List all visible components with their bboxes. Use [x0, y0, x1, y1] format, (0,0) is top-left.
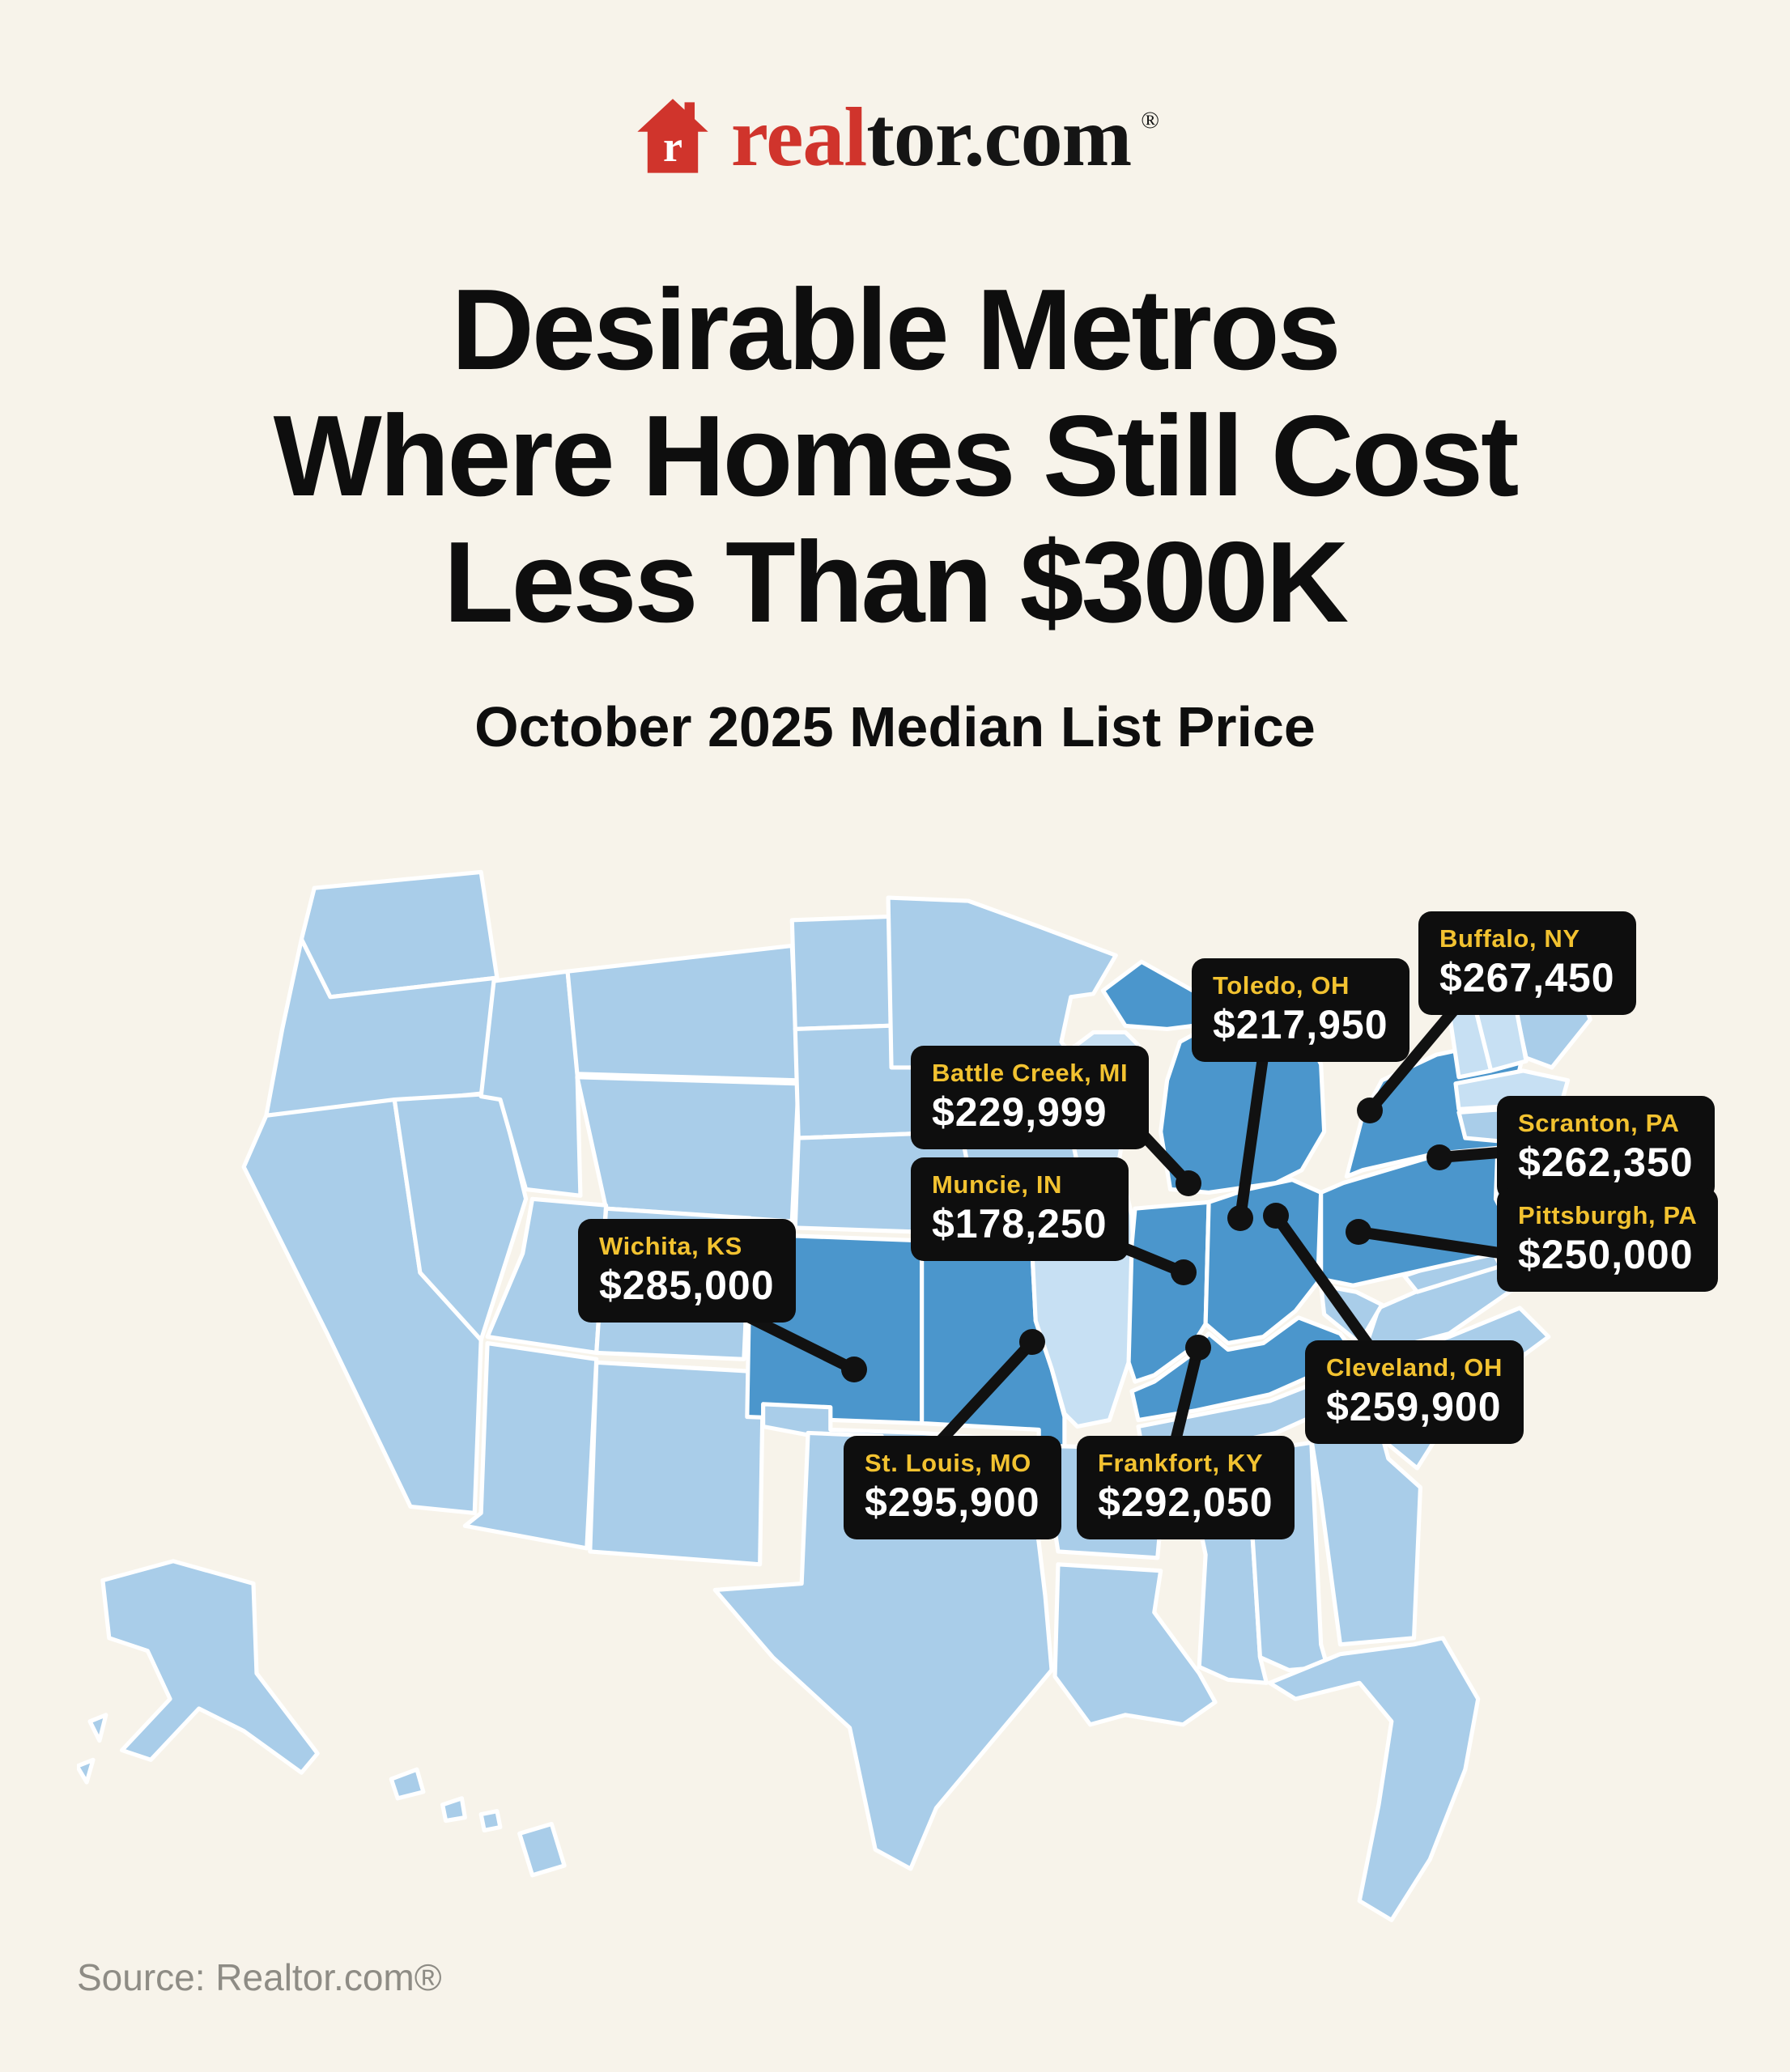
callout-wichita: Wichita, KS $285,000 — [578, 1219, 796, 1323]
state-ak-island-1 — [87, 1713, 108, 1743]
callout-frankfort: Frankfort, KY $292,050 — [1077, 1436, 1295, 1539]
callout-city: Cleveland, OH — [1326, 1353, 1503, 1382]
callout-city: Frankfort, KY — [1098, 1449, 1264, 1477]
callout-price: $250,000 — [1518, 1232, 1694, 1277]
wordmark-suffix: tor.com — [866, 91, 1132, 184]
title-line-1: Desirable Metros — [451, 265, 1341, 394]
registered-mark: ® — [1141, 107, 1160, 134]
title-line-2: Where Homes Still Cost — [273, 392, 1520, 521]
page-title: Desirable Metros Where Homes Still Cost … — [0, 265, 1790, 648]
callout-cleveland: Cleveland, OH $259,900 — [1305, 1340, 1524, 1444]
state-az — [462, 1340, 599, 1551]
realtor-house-icon: r — [637, 99, 708, 173]
callout-price: $217,950 — [1213, 1002, 1388, 1047]
callout-scranton: Scranton, PA $262,350 — [1497, 1096, 1715, 1199]
callout-price: $267,450 — [1439, 955, 1615, 1000]
state-mt — [565, 943, 801, 1083]
callout-muncie: Muncie, IN $178,250 — [911, 1157, 1129, 1261]
callout-city: Scranton, PA — [1518, 1109, 1680, 1137]
state-hi-big-island — [517, 1821, 567, 1878]
state-wa — [299, 869, 500, 1000]
callout-city: Toledo, OH — [1213, 971, 1350, 1000]
callout-city: Wichita, KS — [599, 1232, 742, 1260]
callout-buffalo: Buffalo, NY $267,450 — [1418, 911, 1636, 1015]
state-la — [1052, 1562, 1218, 1727]
callout-price: $262,350 — [1518, 1140, 1694, 1185]
state-hi-oahu — [440, 1796, 467, 1824]
callout-pittsburgh: Pittsburgh, PA $250,000 — [1497, 1188, 1719, 1292]
state-ak-island-2 — [77, 1757, 96, 1785]
realtor-logo: r realtor.com ® — [0, 96, 1790, 180]
callout-city: St. Louis, MO — [865, 1449, 1031, 1477]
callout-city: Muncie, IN — [932, 1170, 1063, 1199]
state-ut — [485, 1196, 609, 1355]
state-nm — [588, 1360, 766, 1567]
source-attribution: Source: Realtor.com® — [77, 1956, 442, 1998]
state-hi-maui — [478, 1809, 503, 1833]
wordmark-prefix: real — [730, 91, 867, 184]
callout-price: $259,900 — [1326, 1384, 1502, 1429]
callout-battle-creek: Battle Creek, MI $229,999 — [911, 1046, 1150, 1149]
state-ak — [100, 1559, 320, 1775]
state-hi-kauai — [389, 1767, 426, 1801]
callout-city: Buffalo, NY — [1439, 924, 1580, 953]
callout-city: Pittsburgh, PA — [1518, 1201, 1698, 1229]
state-fl — [1267, 1636, 1481, 1922]
page-subtitle: October 2025 Median List Price — [474, 695, 1316, 758]
callout-toledo: Toledo, OH $217,950 — [1192, 958, 1409, 1062]
callout-price: $229,999 — [932, 1089, 1108, 1135]
callout-price: $178,250 — [932, 1201, 1108, 1246]
title-line-3: Less Than $300K — [443, 518, 1349, 648]
callout-price: $285,000 — [599, 1263, 775, 1308]
state-id — [478, 969, 583, 1198]
realtor-wordmark: realtor.com — [731, 96, 1132, 180]
house-monogram: r — [663, 122, 682, 171]
callout-st-louis: St. Louis, MO $295,900 — [844, 1436, 1061, 1539]
callout-city: Battle Creek, MI — [932, 1059, 1129, 1087]
callout-price: $295,900 — [865, 1480, 1040, 1525]
callout-price: $292,050 — [1098, 1480, 1273, 1525]
state-wy — [575, 1075, 801, 1224]
